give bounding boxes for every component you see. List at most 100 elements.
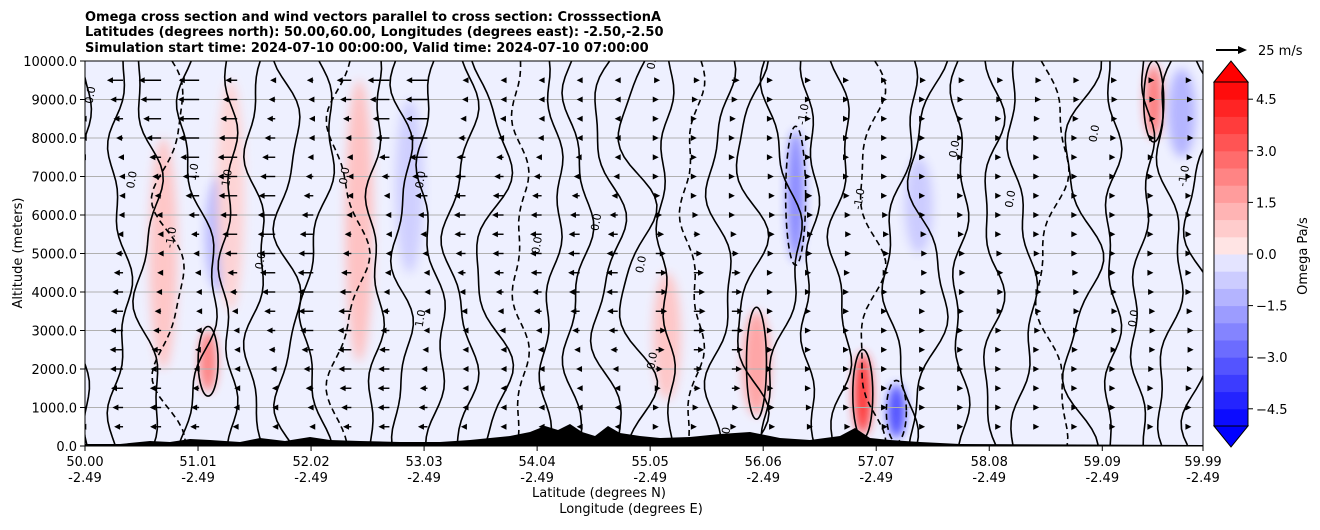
wind-vector-head [995,173,1002,180]
contour-label: 0.0 [644,51,660,70]
wind-vector-head [1148,366,1155,372]
wind-vector-head [652,154,659,161]
wind-vector-head [1185,404,1192,411]
wind-vector-head [462,327,469,334]
wind-vector-head [154,308,161,315]
wind-vector-head [698,346,705,353]
wind-vector-head [732,404,739,411]
x-axis: 50.00-2.4951.01-2.4952.02-2.4953.03-2.49… [66,446,1222,486]
chart-title-line-3: Simulation start time: 2024-07-10 00:00:… [85,41,649,56]
wind-vector-head [568,231,575,238]
wind-vector-head [1110,346,1117,353]
wind-vector-head [456,154,463,161]
wind-vector-head [143,115,150,122]
wind-vector-head [1109,212,1116,218]
wind-vector-head [732,250,739,257]
wind-vector-head [424,289,431,295]
wind-vector-head [1148,135,1155,141]
wind-vector-head [766,327,773,334]
wind-vector-head [500,423,507,430]
contour-line [1006,61,1039,446]
wind-vector-head [1035,308,1042,315]
wind-vector-head [1147,154,1154,161]
wind-vector-head [1147,385,1154,392]
wind-vector-head [344,231,351,238]
wind-vector-head [385,212,392,218]
wind-vector-head [1109,192,1116,199]
x-tick-label-lon: -2.49 [294,471,328,486]
wind-vector-head [346,212,353,218]
wind-vector-head [919,423,926,430]
wind-vector-head [1071,346,1078,353]
wind-vector-head [1111,308,1118,315]
wind-vector-head [177,115,184,122]
wind-vector-head [614,77,621,84]
wind-vector-head [1111,77,1118,84]
y-tick-label: 0.0 [56,440,77,455]
wind-vector-head [272,423,279,430]
wind-vector-head [530,269,537,276]
wind-vector-head [958,289,965,295]
colorbar-band [1214,82,1248,100]
wind-vector-head [920,289,927,295]
wind-vector-head [1035,289,1042,295]
wind-vector-head [767,250,774,257]
wind-vector-head [805,269,812,276]
wind-vector-head [1033,404,1040,411]
wind-vector-head [806,192,813,199]
wind-vector-head [153,327,160,334]
wind-vector-head [805,404,812,411]
wind-vector-head [149,385,156,392]
wind-vector-head [500,96,507,103]
wind-vector-head [660,269,667,276]
wind-vector-head [462,366,469,372]
wind-vector-head [384,269,391,276]
wind-vector-head [1109,231,1116,238]
wind-vector-head [996,250,1003,257]
wind-vector-head [804,154,811,161]
x-tick-label-lat: 59.09 [1084,455,1121,470]
wind-vector-head [570,308,577,315]
wind-vector-head [995,423,1002,430]
colorbar-band [1214,168,1248,186]
wind-vector-head [1187,327,1194,334]
contour-label: 0.0 [83,85,99,104]
terrain-silhouette [85,424,1203,446]
wind-vector-head [613,173,620,180]
wind-vector-head [611,192,618,199]
wind-vector-head [259,269,266,276]
wind-vector-head [883,250,890,257]
wind-vector-head [804,135,811,141]
wind-vector-head [661,289,668,295]
wind-vector-head [225,77,232,84]
wind-vector-head [729,115,736,122]
wind-vector-head [377,404,384,411]
wind-vector-head [843,385,850,392]
wind-vector-head [881,327,888,334]
wind-vector-head [70,270,76,276]
contour-line [1129,61,1156,446]
wind-vector-head [881,289,888,295]
wind-vector-head [73,231,79,237]
wind-vector-head [462,77,469,84]
wind-vector-head [418,404,425,411]
omega-region-descent-core [742,311,771,416]
wind-vector-head [569,212,576,218]
wind-vector-head [1072,115,1079,122]
wind-vector-head [423,269,430,276]
wind-vector-head [112,289,119,295]
wind-vector-head [462,346,469,353]
colorbar-band [1214,99,1248,117]
wind-vector-head [1073,77,1080,84]
wind-vector-head [185,192,192,199]
wind-vector-head [307,404,314,411]
wind-vector-head [500,77,507,84]
wind-vector-head [1033,115,1040,122]
wind-vector-head [690,173,697,180]
x-axis-label-latitude: Latitude (degrees N) [532,486,666,501]
contour-closed [745,306,768,420]
colorbar-band [1214,185,1248,203]
wind-vector-head [260,173,267,180]
wind-vector-head [995,346,1002,353]
wind-vector-head [768,192,775,199]
